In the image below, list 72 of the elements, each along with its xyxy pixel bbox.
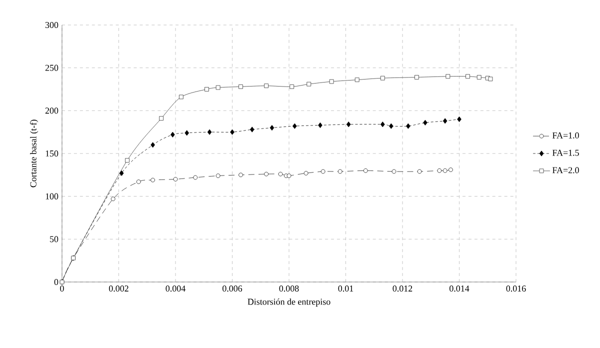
point: [207, 129, 212, 135]
point: [476, 75, 482, 80]
point: [264, 172, 268, 176]
y-tick-label: 100: [46, 193, 58, 200]
x-tick-label: 0.006: [222, 286, 242, 292]
x-tick-label: 0.012: [392, 286, 412, 292]
legend-label: FA=1.5: [552, 150, 579, 156]
point: [216, 85, 220, 90]
point: [110, 196, 116, 202]
point: [216, 174, 220, 178]
point: [389, 123, 394, 129]
y-tick-label: 200: [45, 108, 58, 114]
point: [466, 74, 470, 79]
point: [204, 87, 209, 92]
point: [488, 76, 493, 82]
point: [329, 79, 334, 84]
point: [442, 168, 448, 173]
y-tick-label: 150: [46, 150, 58, 157]
point: [173, 177, 178, 182]
legend-label: FA=2.0: [552, 167, 579, 174]
point: [338, 169, 342, 174]
point: [184, 130, 189, 136]
point: [238, 84, 243, 89]
point: [119, 170, 124, 176]
point: [292, 123, 297, 129]
x-tick-label: 0: [60, 286, 64, 292]
point: [264, 84, 268, 88]
point: [448, 168, 453, 172]
point: [437, 168, 442, 173]
point: [354, 78, 360, 82]
point: [306, 82, 312, 86]
x-tick-label: 0.01: [338, 286, 354, 292]
point: [380, 76, 385, 80]
point: [250, 126, 254, 132]
y-tick-label: 0: [54, 278, 58, 286]
point: [380, 122, 385, 128]
y-tick-label: 300: [45, 22, 58, 28]
point: [136, 180, 141, 184]
point: [406, 123, 410, 129]
point: [363, 168, 368, 173]
point: [150, 178, 155, 182]
point: [414, 75, 419, 80]
point: [286, 174, 292, 178]
x-axis-title: Distorsión de entrepiso: [248, 298, 330, 307]
point: [423, 120, 428, 126]
x-tick-label: 0.014: [450, 286, 470, 292]
y-tick-label: 250: [45, 64, 58, 71]
point: [193, 175, 198, 180]
x-tick-label: 0.016: [506, 286, 526, 292]
point: [446, 74, 450, 79]
point: [320, 169, 326, 174]
point: [270, 125, 274, 131]
point: [392, 169, 396, 174]
point: [290, 84, 294, 89]
point: [159, 116, 164, 121]
point: [278, 172, 283, 176]
point: [417, 169, 422, 174]
x-tick-label: 0.002: [109, 286, 128, 292]
point: [304, 171, 308, 176]
point: [346, 122, 351, 128]
point: [170, 132, 175, 138]
x-tick-label: 0.004: [166, 286, 186, 292]
point: [125, 158, 130, 163]
x-tick-label: 0.008: [279, 286, 299, 292]
point: [230, 129, 234, 135]
point: [238, 172, 243, 178]
point: [442, 118, 448, 124]
point: [178, 94, 184, 100]
y-tick-label: 50: [50, 236, 58, 242]
legend-label: FA=1.0: [552, 132, 579, 138]
y-axis-title: Cortante basal (t-f): [30, 120, 38, 188]
point: [150, 142, 155, 148]
